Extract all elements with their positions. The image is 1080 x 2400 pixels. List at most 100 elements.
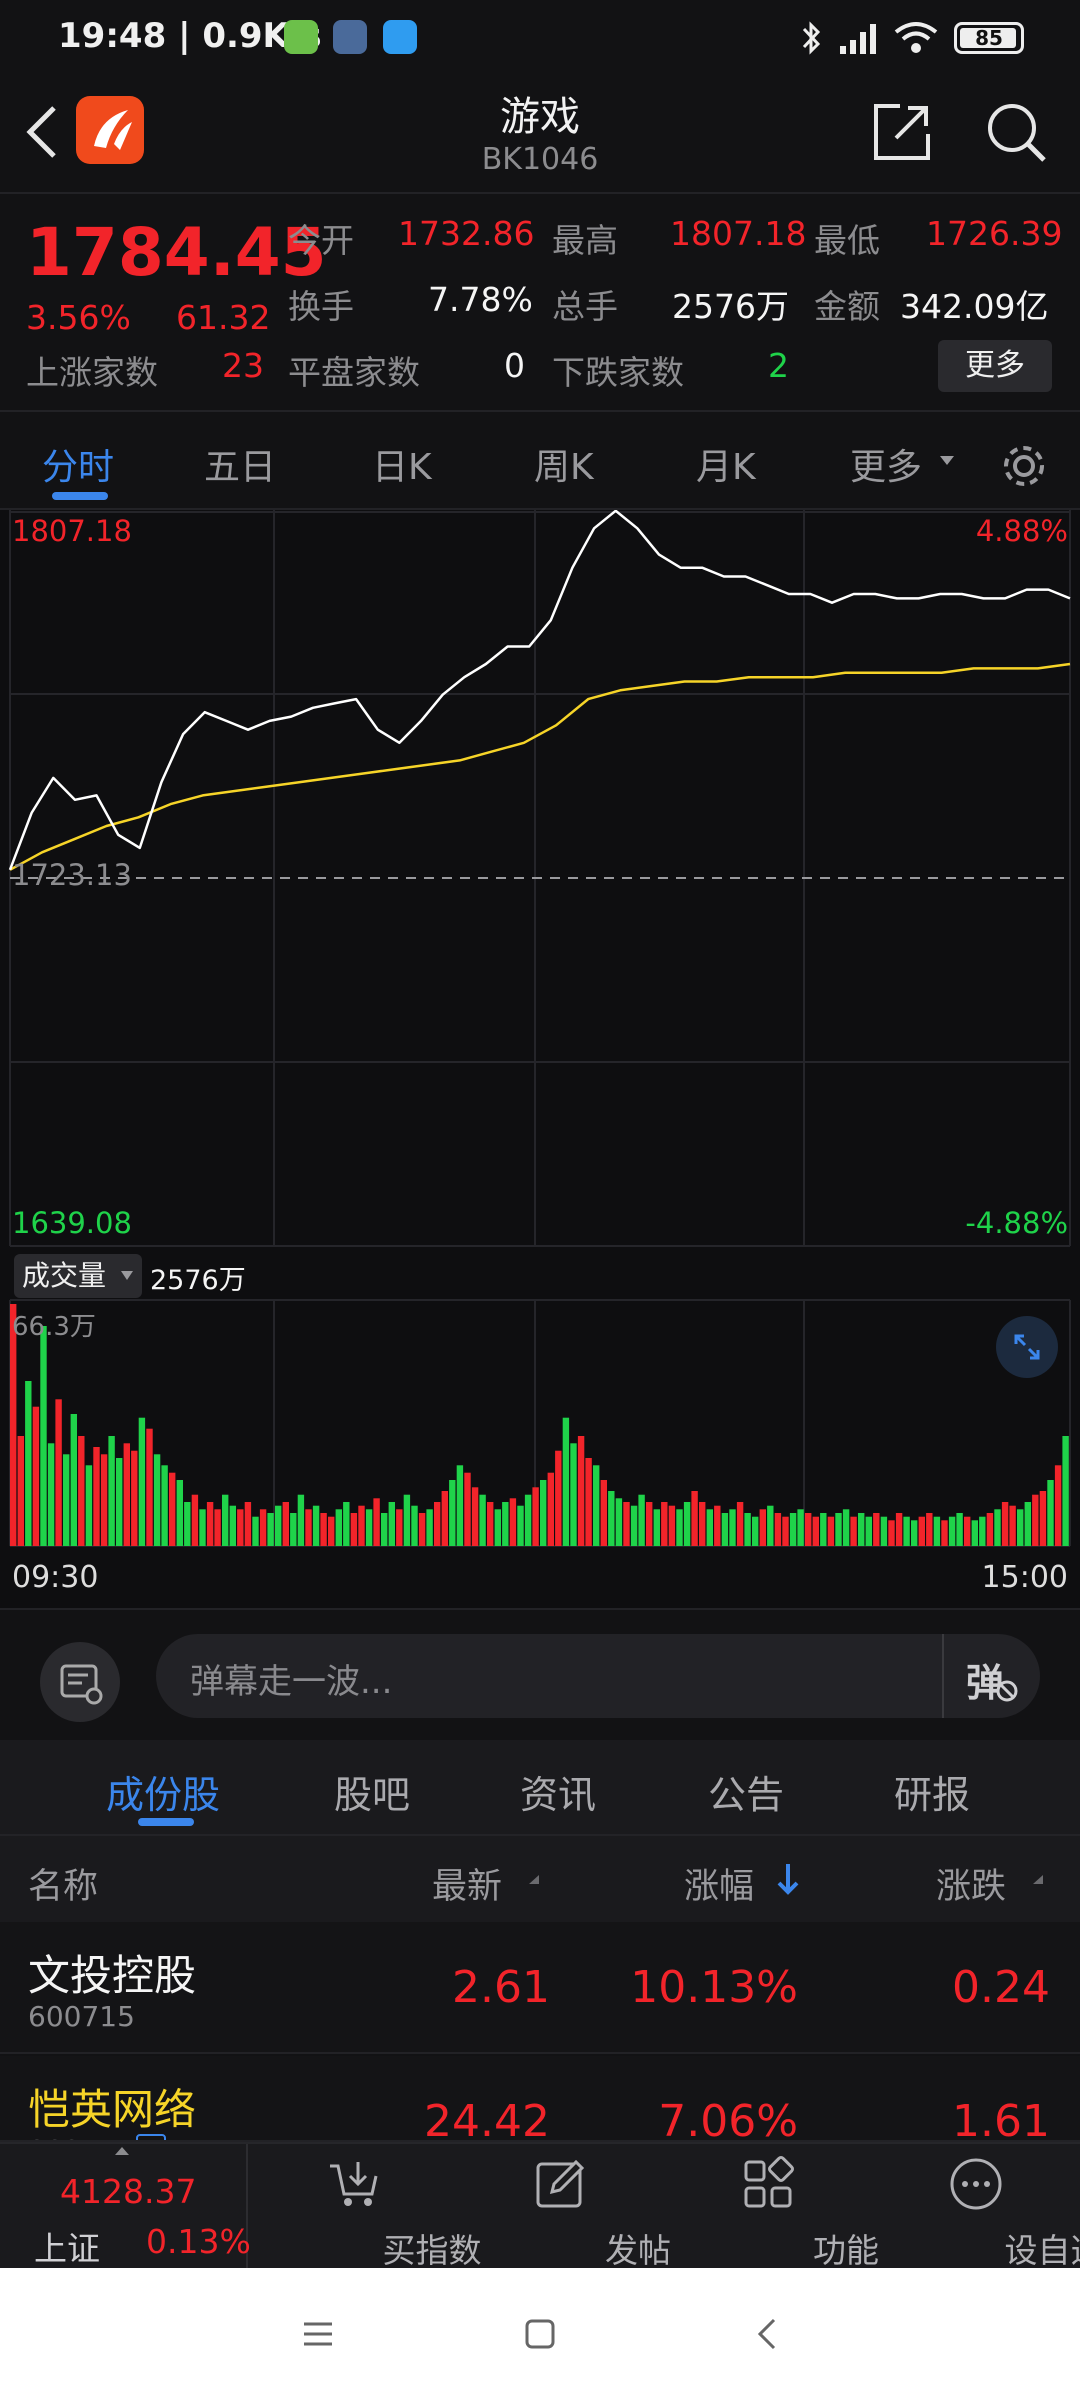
volume-bar bbox=[343, 1502, 350, 1546]
app-logo bbox=[76, 96, 144, 164]
index-name: 上证 bbox=[34, 2229, 100, 2268]
nav-post[interactable]: 发帖 bbox=[482, 2144, 671, 2270]
tab-more[interactable]: 更多 bbox=[850, 447, 923, 488]
change-value: 61.32 bbox=[176, 298, 271, 337]
y-label-top-left: 1807.18 bbox=[12, 514, 132, 548]
tab-intraday[interactable]: 分时 bbox=[42, 447, 115, 488]
tab-announcements[interactable]: 公告 bbox=[708, 1773, 785, 1817]
volume-bar bbox=[971, 1520, 978, 1546]
intraday-chart[interactable]: 1807.18 4.88% 1723.13 1639.08 -4.88% 成交量… bbox=[0, 510, 1080, 1608]
battery-level: 85 bbox=[975, 26, 1003, 50]
tab-forum[interactable]: 股吧 bbox=[334, 1773, 411, 1817]
volume-total: 2576万 bbox=[150, 1265, 246, 1296]
volume-bar bbox=[25, 1381, 32, 1546]
volume-bar bbox=[646, 1502, 653, 1546]
volume-bar bbox=[532, 1487, 539, 1546]
nav-add-watchlist[interactable]: 设自选 bbox=[898, 2144, 1080, 2270]
down-count-label: 下跌家数 bbox=[552, 353, 684, 392]
volume-bar bbox=[206, 1502, 214, 1546]
volume-bar bbox=[176, 1480, 183, 1546]
open-value: 1732.86 bbox=[398, 214, 535, 253]
tab-monthly-k[interactable]: 月K bbox=[696, 447, 756, 488]
volume-bar bbox=[1009, 1505, 1016, 1546]
margin-badge: 融 bbox=[136, 2134, 166, 2140]
col-pct[interactable]: 涨幅 bbox=[684, 1867, 755, 1907]
volume-bar bbox=[365, 1509, 373, 1546]
volume-bar bbox=[222, 1494, 229, 1546]
volume-bar bbox=[161, 1465, 168, 1546]
volume-bar bbox=[381, 1513, 388, 1546]
tab-five-day[interactable]: 五日 bbox=[204, 447, 277, 488]
volume-bar bbox=[153, 1454, 161, 1546]
volume-bar bbox=[615, 1498, 623, 1546]
stock-change: 0.24 bbox=[952, 1962, 1050, 2013]
tab-news[interactable]: 资讯 bbox=[520, 1773, 597, 1817]
share-icon[interactable] bbox=[870, 100, 934, 164]
volume-max-label: 66.3万 bbox=[12, 1312, 96, 1342]
volume-bar bbox=[252, 1516, 259, 1546]
volume-bar bbox=[184, 1502, 191, 1546]
expand-chart-button[interactable] bbox=[996, 1316, 1058, 1378]
tab-daily-k[interactable]: 日K bbox=[372, 447, 432, 488]
volume-bar bbox=[668, 1505, 676, 1546]
volume-bar bbox=[456, 1465, 464, 1546]
col-change[interactable]: 涨跌 bbox=[936, 1867, 1007, 1907]
volume-bar bbox=[835, 1513, 842, 1546]
volume-bar bbox=[373, 1498, 380, 1546]
volume-bar bbox=[1032, 1494, 1039, 1546]
list-settings-icon bbox=[60, 1664, 103, 1705]
current-price: 1784.45 bbox=[26, 214, 327, 291]
volume-bar bbox=[85, 1465, 93, 1546]
stock-code: 600715 bbox=[28, 2000, 135, 2033]
volume-bar bbox=[547, 1472, 554, 1546]
back-icon[interactable] bbox=[22, 104, 62, 160]
volume-bar bbox=[312, 1505, 320, 1546]
bluetooth-icon bbox=[802, 21, 821, 55]
tab-research[interactable]: 研报 bbox=[894, 1773, 971, 1817]
nav-buy-index[interactable]: 买指数 bbox=[276, 2144, 482, 2270]
volume-bar bbox=[335, 1509, 342, 1546]
app-notification-icon bbox=[284, 20, 318, 54]
barrage-input[interactable]: 弹幕走一波... 弹 bbox=[156, 1634, 1040, 1718]
y-label-bottom-left: 1639.08 bbox=[12, 1206, 132, 1240]
volume-bar bbox=[199, 1509, 206, 1546]
index-ticker[interactable]: 4128.37 上证 0.13% bbox=[0, 2144, 251, 2270]
volume-bar bbox=[555, 1450, 562, 1546]
volume-bar bbox=[638, 1494, 645, 1546]
nav-functions[interactable]: 功能 bbox=[690, 2144, 879, 2270]
volume-bar bbox=[540, 1480, 547, 1546]
tab-weekly-k[interactable]: 周K bbox=[534, 447, 594, 488]
nav-label: 买指数 bbox=[382, 2231, 482, 2270]
volume-bar bbox=[100, 1454, 108, 1546]
barrage-list-button[interactable] bbox=[40, 1642, 120, 1722]
table-header: 名称 最新 涨幅 涨跌 bbox=[0, 1836, 1080, 1922]
volume-bar bbox=[108, 1436, 115, 1546]
table-row[interactable]: 恺英网络 002517 融 24.42 7.06% 1.61 bbox=[0, 2056, 1080, 2142]
barrage-toggle-label: 弹 bbox=[966, 1661, 1005, 1705]
volume-bar bbox=[10, 1304, 17, 1546]
menu-icon[interactable] bbox=[298, 2314, 338, 2354]
volume-bar bbox=[782, 1516, 789, 1546]
more-button[interactable]: 更多 bbox=[938, 340, 1052, 392]
table-row[interactable]: 文投控股 600715 2.61 10.13% 0.24 bbox=[0, 1922, 1080, 2054]
back-nav-icon[interactable] bbox=[748, 2314, 788, 2354]
home-icon[interactable] bbox=[520, 2314, 560, 2354]
volume-bar bbox=[850, 1516, 857, 1546]
volume-bar bbox=[895, 1513, 903, 1546]
volume-selector[interactable]: 成交量 bbox=[14, 1254, 142, 1298]
gear-icon[interactable] bbox=[998, 440, 1050, 492]
volume-bar bbox=[933, 1516, 941, 1546]
status-bar: 19:48 | 0.9K/s 85 bbox=[0, 0, 1080, 76]
col-latest[interactable]: 最新 bbox=[432, 1867, 503, 1907]
volume-bar bbox=[487, 1502, 494, 1546]
battery-icon: 85 bbox=[954, 22, 1024, 54]
tab-constituents[interactable]: 成份股 bbox=[106, 1773, 221, 1817]
volume-bar bbox=[805, 1513, 812, 1546]
volume-bar bbox=[320, 1513, 327, 1546]
search-icon[interactable] bbox=[984, 100, 1048, 164]
volume-bar bbox=[941, 1520, 948, 1546]
barrage-toggle-button[interactable]: 弹 bbox=[942, 1634, 1040, 1718]
volume-bar bbox=[767, 1505, 774, 1546]
wifi-icon bbox=[894, 22, 938, 53]
volume-bar bbox=[449, 1480, 456, 1546]
